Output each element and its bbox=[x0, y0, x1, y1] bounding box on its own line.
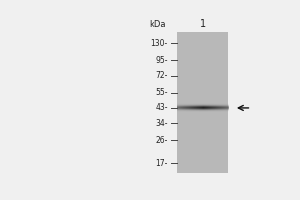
Text: 55-: 55- bbox=[155, 88, 168, 97]
Bar bbox=[177, 32, 228, 173]
Text: 1: 1 bbox=[200, 19, 206, 29]
Text: 72-: 72- bbox=[155, 71, 168, 80]
Text: 130-: 130- bbox=[151, 39, 168, 48]
Text: 34-: 34- bbox=[155, 119, 168, 128]
Text: 43-: 43- bbox=[155, 103, 168, 112]
Text: 17-: 17- bbox=[155, 159, 168, 168]
Text: 95-: 95- bbox=[155, 56, 168, 65]
Text: kDa: kDa bbox=[149, 20, 165, 29]
Text: 26-: 26- bbox=[155, 136, 168, 145]
